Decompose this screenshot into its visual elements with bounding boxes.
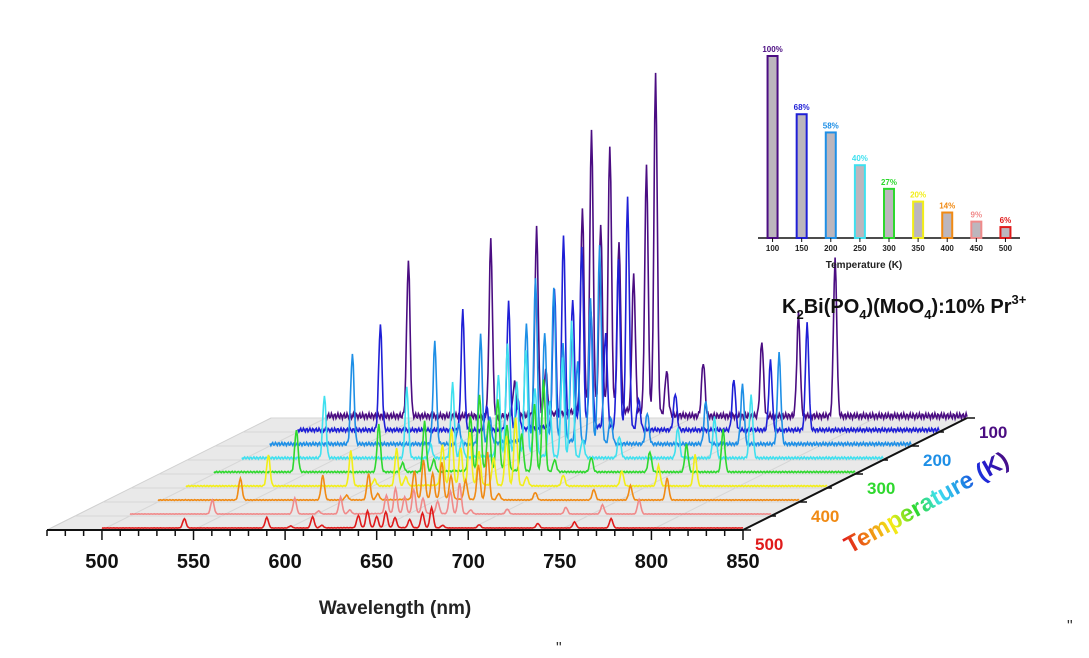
stray-quote-mark: " (556, 640, 562, 657)
inset-x-tick-label: 500 (999, 244, 1013, 253)
y-tick-label: 200 (923, 451, 951, 470)
x-tick-label: 600 (268, 551, 301, 573)
x-tick-label: 850 (726, 551, 759, 573)
inset-bar (912, 200, 925, 240)
y-tick-label: 300 (867, 479, 895, 498)
floor-grid-col (376, 417, 601, 531)
compound-sub-3: 4 (924, 307, 932, 322)
spectrum-line-400K (157, 451, 800, 502)
x-axis-title: Wavelength (nm) (319, 598, 471, 619)
compound-sub-2: 4 (859, 307, 867, 322)
inset-x-tick-label: 300 (882, 244, 896, 253)
inset-bar (766, 55, 779, 239)
inset-bar (970, 220, 983, 239)
waterfall-axes: 500 550 600 650 700 750 800 850 100 200 300 400 500 (46, 417, 1007, 573)
y-tick-label: 400 (811, 507, 839, 526)
back-wall (271, 18, 967, 418)
stray-quote-mark-right: " (1067, 618, 1073, 635)
inset-bar (999, 226, 1012, 240)
x-tick-label: 650 (360, 551, 393, 573)
spectrum-line-250K (241, 320, 884, 461)
floor-grid-col (651, 417, 876, 531)
compound-sub-1: 2 (796, 307, 803, 322)
waterfall-floor (46, 18, 968, 531)
inset-bar-data-label: 14% (939, 202, 955, 211)
inset-bar-data-label: 68% (794, 103, 810, 112)
compound-mid: Bi(PO (804, 296, 860, 318)
x-tick-label: 750 (543, 551, 576, 573)
spectra-series-group (101, 72, 968, 530)
compound-label: K2Bi(PO4)(MoO4):10% Pr3+ (782, 292, 1027, 322)
compound-base: K (782, 296, 797, 318)
inset-x-tick-label: 100 (766, 244, 780, 253)
inset-bar-data-label: 27% (881, 178, 897, 187)
inset-x-tick-label: 450 (970, 244, 984, 253)
inset-bar-data-label: 100% (762, 45, 782, 54)
spectrum-line-300K (213, 379, 856, 474)
inset-bar (824, 131, 837, 239)
x-tick-label: 550 (177, 551, 210, 573)
compound-sup: 3+ (1012, 292, 1027, 307)
inset-bar-data-label: 6% (1000, 216, 1012, 225)
inset-bar-data-label: 58% (823, 121, 839, 130)
inset-bar (853, 164, 866, 239)
y-tick-label: 500 (755, 535, 783, 554)
inset-x-tick-label: 200 (824, 244, 838, 253)
inset-x-axis-title: Temperature (K) (826, 260, 903, 271)
x-tick-label: 500 (85, 551, 118, 573)
inset-bar-data-label: 20% (910, 191, 926, 200)
inset-bar-data-label: 9% (971, 211, 983, 220)
inset-bar (795, 113, 808, 239)
spectrum-line-500K (101, 504, 744, 530)
compound-tail: ):10% Pr (931, 296, 1011, 318)
inset-bar (941, 211, 954, 240)
inset-bar-chart: 100% 100 68% 150 58% 200 40% 250 27% 300 20% 350 14%… (758, 45, 1020, 271)
floor-grid-col (101, 417, 327, 531)
inset-bar-data-label: 40% (852, 154, 868, 163)
inset-x-tick-label: 150 (795, 244, 809, 253)
inset-x-tick-label: 350 (911, 244, 925, 253)
inset-x-tick-label: 400 (941, 244, 955, 253)
y-tick-label: 100 (979, 423, 1007, 442)
inset-x-tick-label: 250 (853, 244, 867, 253)
x-tick-label: 800 (635, 551, 668, 573)
spectrum-line-450K (129, 482, 772, 516)
inset-bars-group: 100% 100 68% 150 58% 200 40% 250 27% 300 20% 350 14%… (758, 45, 1020, 253)
inset-bar (883, 187, 895, 239)
x-tick-label: 700 (452, 551, 485, 573)
compound-mid-2: )(MoO (866, 296, 924, 318)
spectrum-line-350K (185, 417, 828, 488)
